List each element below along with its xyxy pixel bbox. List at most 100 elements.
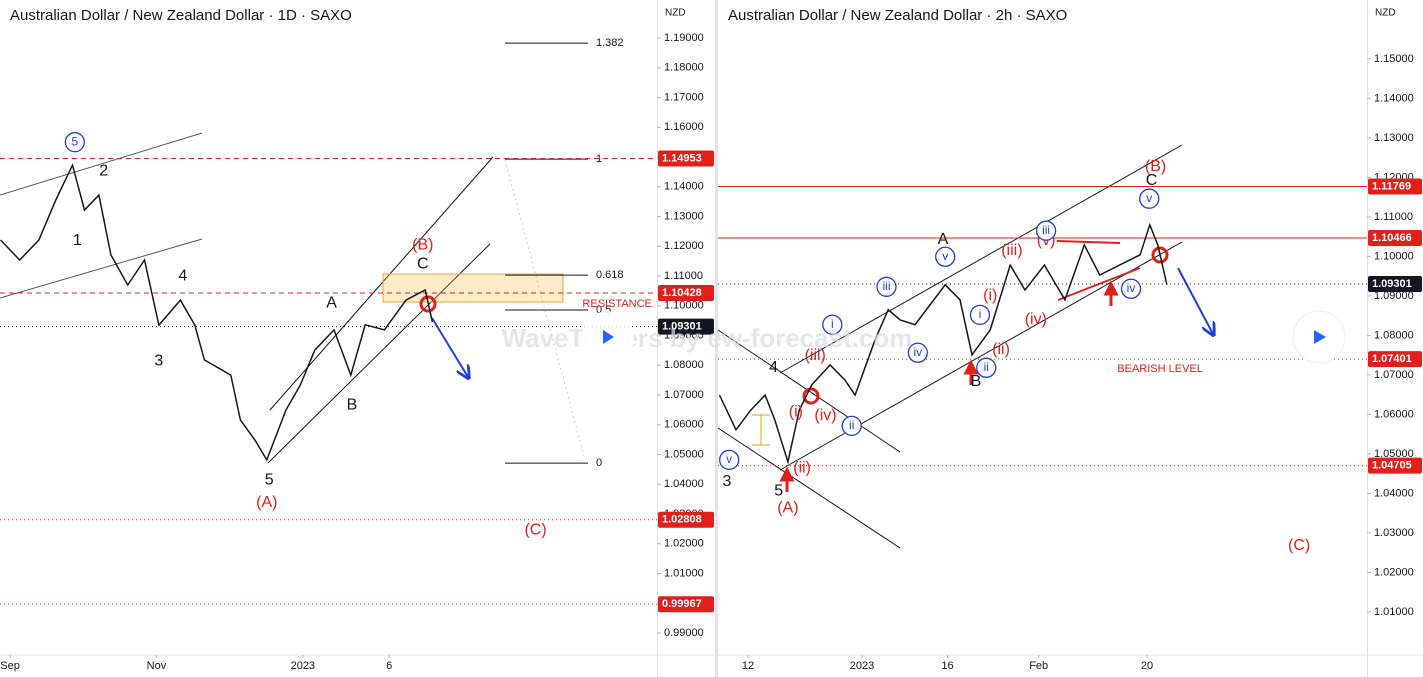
- level-note: BEARISH LEVEL: [1117, 363, 1203, 375]
- price-badge-label: 1.14953: [662, 152, 702, 164]
- wave-label: v: [726, 452, 732, 466]
- wave-label: i: [831, 317, 834, 331]
- wave-circle: [64, 132, 86, 153]
- price-badge: [658, 285, 714, 302]
- y-tick-label: 1.04000: [664, 478, 704, 490]
- wave-label: C: [417, 255, 429, 272]
- price-badge: [1368, 276, 1422, 293]
- wave-label: 4: [178, 267, 187, 284]
- wave-label: (C): [1288, 537, 1310, 554]
- wave-label: (ii): [992, 341, 1010, 358]
- y-tick-label: 1.05000: [1374, 448, 1414, 460]
- x-tick-label: 2023: [291, 660, 315, 672]
- wave-label: C: [1146, 172, 1158, 189]
- channel-line: [0, 132, 203, 196]
- price-line: [718, 222, 1168, 465]
- chart-title: Australian Dollar / New Zealand Dollar ·…: [10, 7, 352, 24]
- y-tick-label: 1.06000: [1374, 408, 1414, 420]
- fib-label: 1: [596, 153, 602, 165]
- price-badge: [1368, 457, 1422, 474]
- fib-label: 0: [596, 457, 602, 469]
- price-badge-label: 1.09301: [662, 320, 702, 332]
- y-tick-label: 1.10000: [1374, 250, 1414, 262]
- y-tick-label: 1.11000: [664, 270, 703, 282]
- arrow: [1177, 267, 1213, 334]
- y-tick-label: 1.05000: [664, 448, 704, 460]
- wave-label: 3: [154, 352, 163, 369]
- price-badge: [658, 511, 714, 528]
- resistance-zone: [382, 273, 564, 303]
- wave-label: (i): [789, 403, 803, 420]
- price-badge: [1368, 351, 1422, 368]
- wave-label: 5: [774, 482, 783, 499]
- wave-label: (ii): [793, 459, 811, 476]
- wave-label: ii: [984, 360, 989, 374]
- wave-label: (A): [777, 499, 798, 516]
- y-tick-label: 1.16000: [664, 121, 704, 133]
- wave-label: B: [347, 396, 358, 413]
- price-badge-label: 1.02808: [662, 514, 702, 526]
- y-tick-label: 1.18000: [664, 62, 704, 74]
- x-tick-label: 2023: [850, 660, 874, 672]
- channel-line: [0, 238, 203, 299]
- price-badge-label: 1.07401: [1372, 353, 1412, 365]
- x-tick-label: 16: [941, 660, 953, 672]
- wave-label: (iii): [805, 347, 826, 364]
- y-tick-label: 1.03000: [1374, 527, 1414, 539]
- play-icon: [603, 330, 614, 344]
- y-tick-label: 1.12000: [664, 240, 704, 252]
- wave-label: (iii): [1001, 242, 1022, 259]
- wave-label: A: [326, 294, 337, 311]
- price-unit: NZD: [1375, 8, 1396, 19]
- channel-line: [717, 427, 901, 549]
- panel-separator: [715, 0, 718, 677]
- y-tick-label: 1.07000: [664, 389, 704, 401]
- y-tick-label: 1.19000: [664, 32, 704, 44]
- wave-circle: [976, 357, 997, 378]
- wave-label: 3: [722, 473, 731, 490]
- y-tick-label: 0.99000: [664, 627, 704, 639]
- channel-line: [779, 144, 1183, 374]
- wave-circle: [876, 276, 897, 297]
- price-badge-label: 1.04705: [1372, 459, 1412, 471]
- play-icon: [1314, 330, 1326, 344]
- y-tick-label: 1.09000: [1374, 290, 1414, 302]
- wave-label: (B): [1145, 158, 1166, 175]
- y-tick-label: 1.08000: [664, 359, 704, 371]
- price-badge-label: 1.10466: [1372, 232, 1412, 244]
- target-circle: [802, 387, 820, 405]
- wave-circle: [907, 342, 928, 363]
- y-tick-label: 1.01000: [664, 567, 704, 579]
- watermark: WaveTraders by ew-forecast.com: [502, 323, 913, 353]
- price-badge-label: 1.10428: [662, 287, 702, 299]
- wave-label: 4: [769, 359, 778, 376]
- wave-circle: [1120, 278, 1142, 299]
- y-tick-label: 1.08000: [1374, 329, 1414, 341]
- price-badge: [658, 596, 714, 613]
- measure: [752, 414, 770, 446]
- wave-label: v: [1146, 191, 1152, 205]
- wave-label: (B): [412, 236, 433, 253]
- y-tick-label: 1.10000: [664, 300, 704, 312]
- wave-label: A: [938, 231, 949, 248]
- wave-label: B: [971, 373, 982, 390]
- x-tick-label: Feb: [1029, 660, 1048, 672]
- trend-line: [1056, 240, 1121, 244]
- chart-panel: Australian Dollar / New Zealand Dollar ·…: [0, 7, 714, 672]
- price-line: [0, 162, 434, 462]
- price-badge: [658, 318, 714, 335]
- x-tick-label: 20: [1141, 660, 1153, 672]
- y-tick-label: 1.06000: [664, 419, 704, 431]
- wave-label: ii: [849, 418, 854, 432]
- wave-label: 5: [72, 134, 79, 148]
- y-tick-label: 1.02000: [1374, 566, 1414, 578]
- price-badge: [658, 150, 714, 167]
- arrow: [431, 317, 468, 377]
- y-tick-label: 1.07000: [1374, 369, 1414, 381]
- y-tick-label: 1.14000: [1374, 92, 1414, 104]
- wave-label: iv: [914, 345, 923, 359]
- wave-label: 2: [99, 162, 108, 179]
- fib-label: 0.618: [596, 269, 624, 281]
